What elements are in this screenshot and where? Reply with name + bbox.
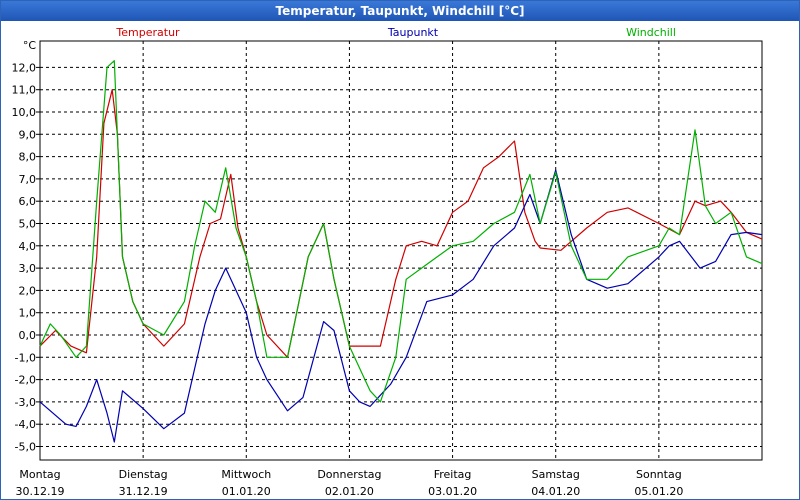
plot-area	[39, 40, 763, 461]
y-tick-label: 3,0	[19, 262, 37, 275]
legend-taupunkt: Taupunkt	[387, 26, 439, 39]
x-day-label: Sonntag	[636, 468, 682, 481]
y-tick-label: -1,0	[15, 351, 36, 364]
y-tick-label: 0,0	[19, 329, 37, 342]
series-line-windchill	[39, 60, 763, 403]
series-line-taupunkt	[39, 169, 763, 443]
y-tick-label: 1,0	[19, 307, 37, 320]
x-date-label: 02.01.20	[325, 485, 374, 498]
x-date-label: 30.12.19	[16, 485, 65, 498]
x-day-label: Samstag	[532, 468, 580, 481]
y-axis: 12,0 11,0 10,0 9,0 8,0 7,0 6,0 5,0 4,0 3,0 2,0 1,0 0…	[12, 39, 40, 454]
y-tick-label: 8,0	[19, 151, 37, 164]
y-tick-label: 4,0	[19, 240, 37, 253]
x-day-label: Mittwoch	[221, 468, 271, 481]
y-tick-label: -5,0	[15, 441, 36, 454]
series-lines	[39, 60, 763, 443]
y-tick-label: 6,0	[19, 195, 37, 208]
legend-windchill: Windchill	[626, 26, 676, 39]
y-tick-label: 11,0	[12, 84, 37, 97]
y-tick-label: -4,0	[15, 418, 36, 431]
y-tick-label: -2,0	[15, 374, 36, 387]
x-date-label: 04.01.20	[531, 485, 580, 498]
x-day-label: Donnerstag	[317, 468, 381, 481]
x-day-label: Montag	[19, 468, 60, 481]
x-day-label: Dienstag	[119, 468, 168, 481]
y-tick-label: 10,0	[12, 106, 37, 119]
legend: Temperatur Taupunkt Windchill	[115, 26, 676, 39]
y-tick-label: 2,0	[19, 284, 37, 297]
window-title: Temperatur, Taupunkt, Windchill [°C]	[1, 1, 799, 21]
x-day-label: Freitag	[434, 468, 472, 481]
y-unit-label: °C	[23, 39, 37, 52]
grid	[40, 41, 762, 460]
x-axis: Montag 30.12.19 Dienstag 31.12.19 Mittwoch 01…	[16, 468, 684, 498]
x-date-label: 01.01.20	[222, 485, 271, 498]
x-date-label: 03.01.20	[428, 485, 477, 498]
legend-temperatur: Temperatur	[115, 26, 180, 39]
y-tick-label: 7,0	[19, 173, 37, 186]
y-tick-label: 12,0	[12, 61, 37, 74]
x-date-label: 05.01.20	[634, 485, 683, 498]
y-tick-label: 5,0	[19, 218, 37, 231]
x-date-label: 31.12.19	[119, 485, 168, 498]
y-tick-label: 9,0	[19, 128, 37, 141]
y-tick-label: -3,0	[15, 396, 36, 409]
